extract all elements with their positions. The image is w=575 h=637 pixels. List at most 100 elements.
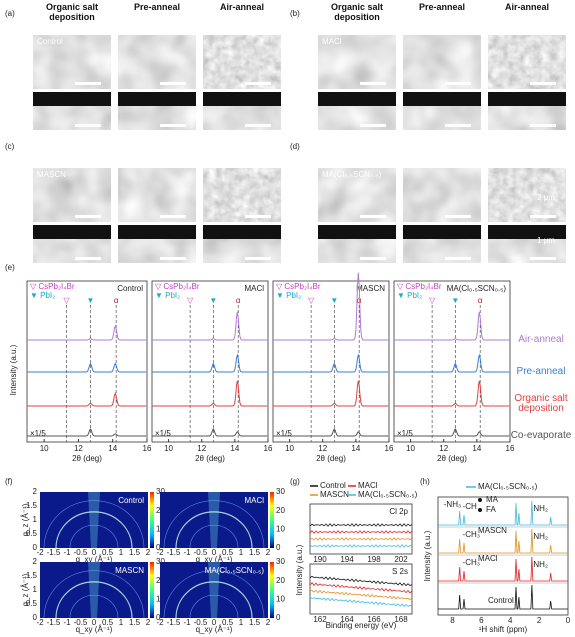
scale-bar	[245, 257, 271, 260]
x-tick-label: 0	[92, 618, 97, 627]
trace-label: Organic salt deposition	[514, 393, 568, 414]
plot-frame	[437, 496, 569, 616]
x-tick-label: -0.5	[74, 618, 88, 627]
colorbar-tick-label: 30	[156, 557, 165, 566]
x-tick-label: 16	[143, 444, 152, 453]
legend-marker	[478, 498, 482, 502]
peak-label: ▼	[451, 296, 459, 305]
x-tick-label: 2	[266, 618, 271, 627]
x-tick-label: -0.5	[194, 548, 208, 557]
x-tick-label: 1	[239, 618, 244, 627]
y-tick-label: 0	[33, 613, 38, 622]
y-tick-label: 2	[33, 557, 38, 566]
xps-trace	[309, 575, 413, 587]
panel-label: (e)	[5, 263, 15, 272]
diffraction-ring	[175, 581, 253, 619]
xrd-trace	[27, 362, 147, 373]
legend-item: FA	[486, 505, 496, 514]
peak-label: -CH₃	[463, 530, 480, 539]
peak-label: α	[478, 296, 483, 305]
x-axis-label: ¹H shift (ppm)	[479, 625, 528, 634]
scale-bar	[530, 124, 556, 127]
sample-label: MASCN	[37, 170, 66, 179]
x-tick-label: -1	[183, 618, 191, 627]
scale-bar	[160, 124, 186, 127]
x-tick-label: -1.5	[167, 548, 181, 557]
map-label: Control	[118, 496, 144, 505]
plot-frame	[151, 280, 269, 443]
x-axis-label: Binding energy (eV)	[326, 621, 397, 630]
x-tick-label: 14	[230, 444, 239, 453]
x-tick-label: 0.5	[102, 618, 114, 627]
x-tick-label: -2	[156, 548, 164, 557]
colorbar-tick-label: 0	[156, 543, 161, 552]
x-tick-label: 12	[197, 444, 206, 453]
sem-top-view	[318, 168, 396, 222]
x-tick-label: 2	[146, 548, 151, 557]
x-tick-label: 8	[450, 616, 455, 625]
column-header: Organic salt deposition	[330, 2, 384, 22]
x-tick-label: -2	[156, 618, 164, 627]
x-tick-label: 190	[313, 555, 327, 564]
xrd-trace	[152, 428, 268, 437]
plot-title: S 2s	[392, 567, 408, 576]
x-tick-label: 0.5	[222, 618, 234, 627]
legend-item: ▼ PbI₂	[397, 291, 422, 300]
x-tick-label: 6	[479, 616, 484, 625]
nmr-trace	[438, 556, 568, 582]
plot-frame	[309, 563, 413, 615]
x-tick-label: 162	[313, 615, 327, 624]
x-tick-label: -1.5	[47, 548, 61, 557]
legend-item: ▼ PbI₂	[276, 291, 301, 300]
colorbar	[150, 562, 154, 618]
x-tick-label: 1	[239, 548, 244, 557]
y-tick-label: 1.5	[26, 501, 38, 510]
y-axis-label: q_z (Å⁻¹)	[21, 573, 30, 606]
y-tick-label: 1	[33, 585, 38, 594]
legend-item: MACl	[358, 481, 378, 490]
legend-item: ▽ CsPb₂I₄Br	[30, 282, 75, 291]
scale-bar	[360, 257, 386, 260]
diffraction-ring	[55, 581, 133, 619]
y-axis-label: Intensity (a.u.)	[9, 344, 18, 395]
diffraction-ring	[69, 524, 119, 549]
x-tick-label: -0.5	[194, 618, 208, 627]
scale-bar	[530, 215, 556, 218]
sem-top-view	[403, 168, 481, 222]
x-tick-label: -1.5	[167, 618, 181, 627]
sample-label: MACl	[322, 37, 342, 46]
xps-trace	[309, 589, 413, 600]
x-tick-label: 168	[394, 615, 408, 624]
xps-trace	[309, 530, 413, 534]
peak-label: -CH	[463, 502, 477, 511]
scale-bar	[160, 82, 186, 85]
x-axis-label: q_xy (Å⁻¹)	[196, 625, 233, 634]
peak-label: ▼	[209, 296, 217, 305]
scale-bar	[530, 257, 556, 260]
xrd-trace	[152, 353, 268, 373]
plot-title: MA(Cl₀.₅SCN₀.₅)	[447, 284, 507, 293]
xrd-trace	[273, 353, 389, 373]
peak-label: ▼	[86, 296, 94, 305]
colorbar-tick-label: 10	[276, 594, 285, 603]
y-tick-label: 2	[33, 487, 38, 496]
map-label: MACl	[244, 496, 264, 505]
x-tick-label: 2	[537, 616, 542, 625]
xrd-trace	[27, 391, 147, 407]
scale-bar-label: 1 μm	[537, 236, 555, 245]
trace-label: Air-anneal	[518, 334, 564, 345]
colorbar-tick-label: 0	[276, 543, 281, 552]
scale-bar	[445, 215, 471, 218]
scale-bar	[160, 215, 186, 218]
x-tick-label: 10	[406, 444, 415, 453]
x-tick-label: 12	[439, 444, 448, 453]
y-tick-label: 0.5	[26, 529, 38, 538]
xrd-trace	[394, 311, 510, 341]
trace-label: MACl	[478, 554, 498, 563]
colorbar-tick-label: 10	[276, 524, 285, 533]
scale-note: ×1/5	[397, 429, 413, 438]
sem-top-view	[318, 35, 396, 89]
plot-frame	[26, 280, 148, 443]
x-axis-label: 2θ (deg)	[316, 454, 346, 463]
